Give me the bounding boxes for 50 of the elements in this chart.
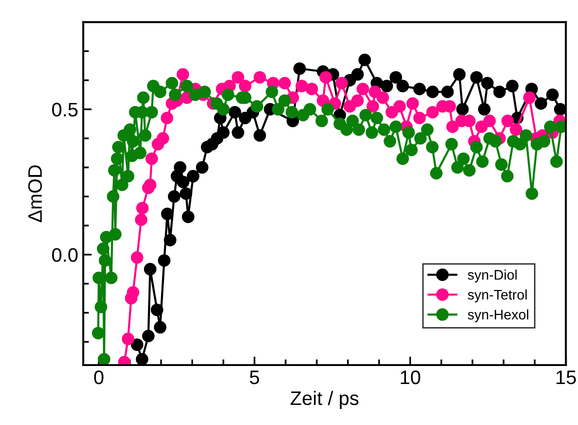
point [390, 71, 402, 84]
point [196, 161, 208, 174]
point [254, 129, 266, 142]
point [453, 68, 466, 81]
point [413, 82, 426, 96]
point [180, 187, 192, 200]
legend-label: syn-Tetrol [468, 289, 527, 302]
point [130, 338, 144, 351]
x-tick-label: 10 [400, 370, 420, 384]
point [158, 254, 170, 267]
point [217, 126, 230, 139]
y-axis-title: ΔmOD [28, 165, 42, 222]
point [426, 86, 439, 98]
x-tick-label: 15 [556, 370, 576, 384]
point [144, 262, 156, 276]
x-tick-label: 0 [94, 370, 104, 384]
x-tick-label: 5 [250, 370, 260, 384]
point [546, 88, 559, 102]
point [161, 208, 174, 220]
legend-label: syn-Hexol [468, 309, 528, 322]
point [293, 62, 306, 75]
point [351, 68, 364, 81]
point [506, 80, 519, 92]
point [493, 86, 506, 98]
point [380, 80, 394, 92]
point [174, 161, 186, 174]
point [534, 97, 548, 110]
point [176, 176, 190, 188]
point [396, 80, 409, 92]
point [554, 103, 566, 116]
x-axis-title: Zeit / ps [290, 390, 358, 409]
y-tick-label: 0.0 [52, 248, 78, 262]
point [154, 321, 166, 334]
point [150, 304, 164, 316]
point [142, 330, 155, 342]
point [136, 353, 148, 366]
point [456, 103, 469, 116]
point [232, 126, 244, 139]
point [228, 106, 242, 118]
point [182, 210, 194, 224]
point [186, 170, 200, 182]
point [168, 190, 180, 203]
point [470, 71, 483, 84]
point [481, 76, 494, 90]
legend-label: syn-Diol [468, 270, 517, 282]
point [164, 234, 176, 246]
y-tick-label: 0.5 [52, 102, 78, 117]
point [441, 86, 454, 98]
point [358, 54, 371, 66]
point [478, 103, 491, 116]
